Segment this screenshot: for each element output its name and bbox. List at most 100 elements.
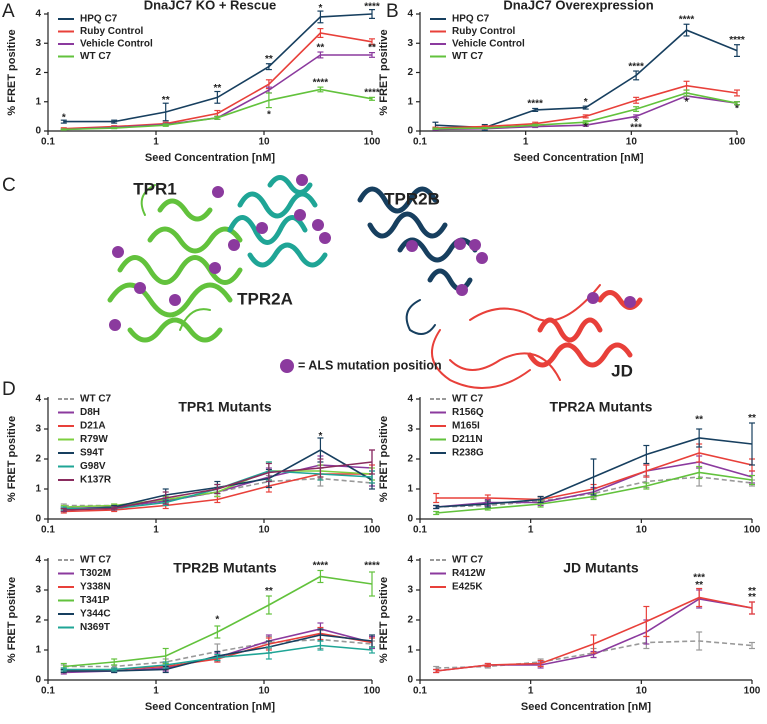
y-tick-label: 4 xyxy=(407,394,413,405)
error-bar xyxy=(484,500,491,508)
error-bar xyxy=(481,126,488,130)
error-bar xyxy=(683,23,690,37)
y-tick-label: 0 xyxy=(407,126,413,137)
error-bar xyxy=(537,659,544,668)
y-tick-label: 3 xyxy=(35,424,41,435)
error-bar xyxy=(60,119,67,124)
domain-label: TPR2B xyxy=(384,189,440,208)
error-bar xyxy=(317,86,324,93)
legend-label: R412W xyxy=(452,568,486,579)
error-bar xyxy=(214,653,221,662)
chart: 0 1 2 3 4 0.1 1 10 100 % FRET positive TPR1 Mutant… xyxy=(6,394,381,536)
error-bar xyxy=(683,89,690,97)
x-tick-label: 1 xyxy=(528,686,534,697)
legend-label: WT C7 xyxy=(80,394,112,405)
error-bar xyxy=(265,595,272,615)
x-tick-label: 100 xyxy=(729,137,746,148)
error-bar xyxy=(696,465,703,480)
significance-label: **** xyxy=(679,14,695,25)
y-tick-label: 4 xyxy=(35,555,41,566)
error-bar xyxy=(162,491,169,505)
legend-label: D21A xyxy=(80,421,106,432)
error-bar xyxy=(60,507,67,513)
significance-label: **** xyxy=(313,561,329,572)
error-bar xyxy=(317,458,324,478)
error-bar xyxy=(369,52,375,58)
error-bar xyxy=(643,444,650,465)
legend-label: R79W xyxy=(80,434,108,445)
significance-label: ** xyxy=(748,592,756,603)
error-bar xyxy=(369,96,375,101)
error-bar xyxy=(749,422,755,466)
error-bar xyxy=(60,128,67,131)
legend-label: D8H xyxy=(80,407,100,418)
error-bar xyxy=(317,51,324,59)
error-bar xyxy=(162,123,169,127)
chart: 0 1 2 3 4 0.1 1 10 100 % FRET positive Seed Concen… xyxy=(378,555,761,713)
x-tick-label: 0.1 xyxy=(41,137,55,148)
significance-label: * xyxy=(318,3,322,14)
significance-label: * xyxy=(215,615,219,626)
y-axis-label: % FRET positive xyxy=(6,577,18,663)
y-tick-label: 1 xyxy=(407,645,413,656)
error-bar xyxy=(734,101,740,106)
protein-structure xyxy=(107,174,643,389)
error-bar xyxy=(633,114,640,119)
domain-label: TPR1 xyxy=(133,179,176,198)
y-tick-label: 3 xyxy=(35,585,41,596)
error-bar xyxy=(162,661,169,669)
chart: 0 1 2 3 4 0.1 1 10 100 % FRET positive Seed Concen… xyxy=(6,555,381,713)
significance-label: * xyxy=(685,97,689,108)
y-tick-label: 3 xyxy=(407,38,413,49)
error-bar xyxy=(590,634,597,654)
chart: 0 1 2 3 4 0.1 1 10 100 % FRET positive Seed Concen… xyxy=(6,0,381,164)
legend-label: K137R xyxy=(80,475,112,486)
error-bar xyxy=(696,631,703,651)
x-tick-label: 10 xyxy=(626,137,638,148)
x-tick-label: 100 xyxy=(364,525,381,536)
x-tick-label: 1 xyxy=(153,525,159,536)
significance-label: * xyxy=(634,117,638,128)
legend-label: D211N xyxy=(452,434,483,445)
significance-label: **** xyxy=(364,561,380,572)
error-bar xyxy=(537,495,544,504)
y-tick-label: 1 xyxy=(35,96,41,107)
y-tick-label: 4 xyxy=(407,9,413,20)
legend-label: G98V xyxy=(80,461,106,472)
significance-label: *** xyxy=(630,123,642,134)
error-bar xyxy=(643,482,650,490)
legend-label: R156Q xyxy=(452,407,484,418)
error-bar xyxy=(590,458,597,496)
error-bar xyxy=(265,646,272,660)
error-bar xyxy=(433,510,440,516)
error-bar xyxy=(369,38,375,46)
error-bar xyxy=(317,569,324,584)
chart: 0 1 2 3 4 0.1 1 10 100 % FRET positive TPR2A Mutan… xyxy=(378,394,761,536)
significance-label: ** xyxy=(748,586,756,597)
panel-label: D xyxy=(2,379,16,400)
significance-label: **** xyxy=(313,77,329,88)
legend-label: WT C7 xyxy=(80,51,112,62)
significance-label: ** xyxy=(748,413,756,424)
significance-label: ** xyxy=(213,83,221,94)
y-tick-label: 1 xyxy=(35,484,41,495)
x-tick-label: 10 xyxy=(636,525,648,536)
error-bar xyxy=(532,107,539,113)
error-bar xyxy=(111,658,118,666)
error-bar xyxy=(582,120,589,125)
error-bar xyxy=(60,667,67,672)
x-tick-label: 100 xyxy=(744,525,761,536)
x-tick-label: 10 xyxy=(636,686,648,697)
y-tick-label: 4 xyxy=(35,394,41,405)
y-tick-label: 0 xyxy=(35,514,41,525)
error-bar xyxy=(265,63,272,71)
significance-label: **** xyxy=(527,99,543,110)
legend-label: Ruby Control xyxy=(452,26,516,37)
error-bar xyxy=(696,428,703,448)
error-bar xyxy=(433,668,440,674)
chart-title: JD Mutants xyxy=(563,560,639,576)
significance-label: * xyxy=(267,110,271,121)
error-bar xyxy=(265,92,272,109)
significance-label: ** xyxy=(317,42,325,53)
error-bar xyxy=(265,462,272,483)
